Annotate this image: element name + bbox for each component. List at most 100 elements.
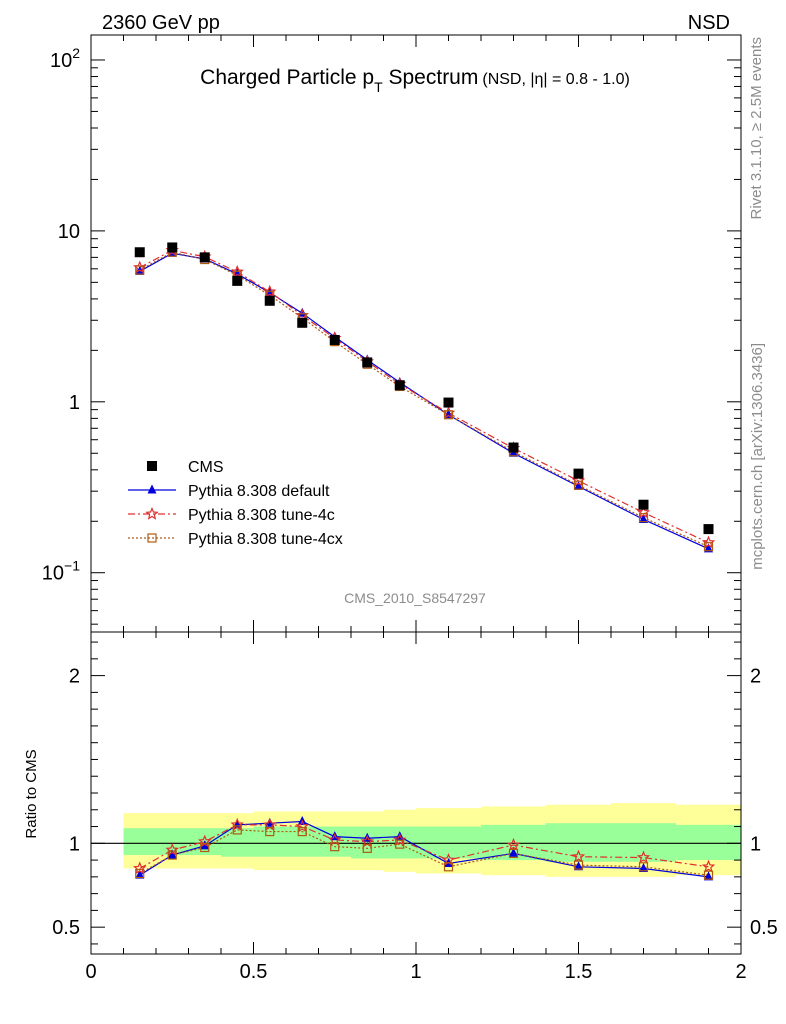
ratio-point — [395, 839, 405, 849]
ratio-series-line — [139, 829, 709, 876]
ratio-series-line — [139, 820, 709, 878]
ratio-point — [362, 843, 372, 853]
series-line — [139, 249, 709, 544]
data-point — [297, 317, 308, 328]
mcplots-label: mcplots.cern.ch [arXiv:1306.3436] — [749, 343, 766, 570]
ratio-band-inner — [676, 824, 741, 861]
ratio-point — [200, 842, 210, 853]
legend-label: Pythia 8.308 tune-4c — [188, 507, 335, 524]
ratio-point — [573, 860, 584, 870]
data-point — [264, 295, 275, 306]
data-point — [394, 380, 405, 391]
series-point — [573, 480, 584, 490]
ratio-point — [297, 826, 307, 837]
ratio-point — [703, 870, 714, 880]
ratio-point — [167, 850, 177, 860]
ratio-series-line — [139, 824, 709, 869]
ratio-y-tick-label-right: 0.5 — [750, 917, 778, 939]
ratio-band-inner — [546, 823, 611, 862]
series-point — [443, 410, 454, 420]
series-point — [444, 409, 453, 419]
data-point — [134, 247, 145, 258]
ratio-y-tick-label-right: 1 — [750, 833, 761, 855]
x-tick-label: 1 — [410, 961, 421, 983]
ratio-y-tick-label: 0.5 — [52, 917, 80, 939]
ratio-point — [704, 871, 713, 881]
ratio-point — [571, 849, 586, 863]
ratio-point — [508, 848, 519, 858]
process-label: NSD — [688, 12, 730, 34]
chart-title-small: (NSD, |η| = 0.8 - 1.0) — [482, 71, 629, 88]
data-point — [508, 442, 519, 453]
ratio-point — [506, 837, 521, 851]
series-point — [638, 513, 649, 523]
ratio-y-tick-label-right: 2 — [750, 666, 761, 688]
ratio-point — [167, 849, 177, 859]
ratio-y-tick-label: 2 — [69, 666, 80, 688]
y-tick-label: 1 — [69, 392, 80, 414]
ratio-band-inner — [123, 828, 156, 856]
ratio-band-inner — [611, 823, 676, 862]
ratio-point — [200, 840, 210, 850]
main-panel: 102 10 1 10−1 Charged Particle pT Spectrum(… — [42, 34, 742, 633]
data-point — [703, 524, 714, 535]
ratio-point — [639, 862, 648, 872]
data-point — [232, 275, 243, 286]
ratio-point — [133, 861, 147, 875]
series-point — [639, 513, 648, 523]
ratio-point — [443, 862, 454, 872]
legend-label: Pythia 8.308 tune-4cx — [188, 531, 343, 548]
legend-label: Pythia 8.308 default — [188, 483, 330, 500]
ratio-band-inner — [351, 826, 384, 859]
data-point — [329, 334, 340, 345]
x-tick-label: 0.5 — [240, 961, 268, 983]
chart-title: Charged Particle pT Spectrum (NSD, |η| = … — [200, 66, 630, 95]
series-point — [574, 480, 583, 490]
data-point — [167, 242, 178, 253]
data-point — [573, 468, 584, 479]
ratio-point — [393, 832, 407, 846]
y-tick-label: 102 — [50, 45, 80, 72]
analysis-id-label: CMS_2010_S8547297 — [344, 590, 486, 606]
chart-title-main: Charged Particle p — [200, 66, 374, 89]
y-tick-label: 10 — [58, 221, 80, 243]
ratio-panel-frame — [90, 631, 742, 955]
ratio-point — [135, 868, 145, 879]
legend-label: CMS — [188, 459, 224, 476]
series-point — [230, 264, 244, 278]
ratio-point — [198, 834, 212, 848]
data-point — [199, 252, 210, 263]
legend-marker — [147, 461, 157, 471]
series-point — [263, 284, 277, 298]
series-point — [636, 505, 651, 519]
x-tick-label: 0 — [85, 961, 96, 983]
series-point — [135, 265, 145, 275]
chart-title-tail: Spectrum — [383, 66, 479, 89]
series-point — [297, 307, 307, 317]
series-point — [703, 542, 714, 552]
ratio-point — [232, 825, 242, 835]
ratio-point — [636, 850, 651, 864]
ratio-point — [330, 842, 340, 852]
ratio-point — [638, 862, 649, 872]
legend: CMS Pythia 8.308 default Pythia 8.308 tune… — [128, 459, 343, 548]
ratio-point — [265, 826, 275, 837]
energy-label: 2360 GeV pp — [102, 12, 220, 34]
ratio-band-inner — [221, 828, 254, 857]
ratio-point — [230, 817, 244, 831]
series-point — [704, 543, 713, 553]
ratio-point — [265, 817, 275, 827]
legend-marker — [147, 484, 157, 494]
ratio-panel: 0 0.5 1 1.5 20.5 0.51 12 2 Ratio to CMS — [23, 631, 778, 983]
rivet-version-label: Rivet 3.1.10, ≥ 2.5M events — [748, 37, 765, 220]
x-tick-label: 1.5 — [565, 961, 593, 983]
ratio-point — [509, 847, 518, 857]
ratio-point — [701, 859, 716, 873]
legend-marker — [145, 506, 159, 520]
ratio-y-axis-label: Ratio to CMS — [23, 749, 40, 838]
ratio-point — [295, 819, 309, 833]
series-point — [701, 535, 716, 549]
ratio-point — [135, 869, 145, 879]
series-line — [139, 252, 709, 550]
series-point — [571, 473, 586, 487]
